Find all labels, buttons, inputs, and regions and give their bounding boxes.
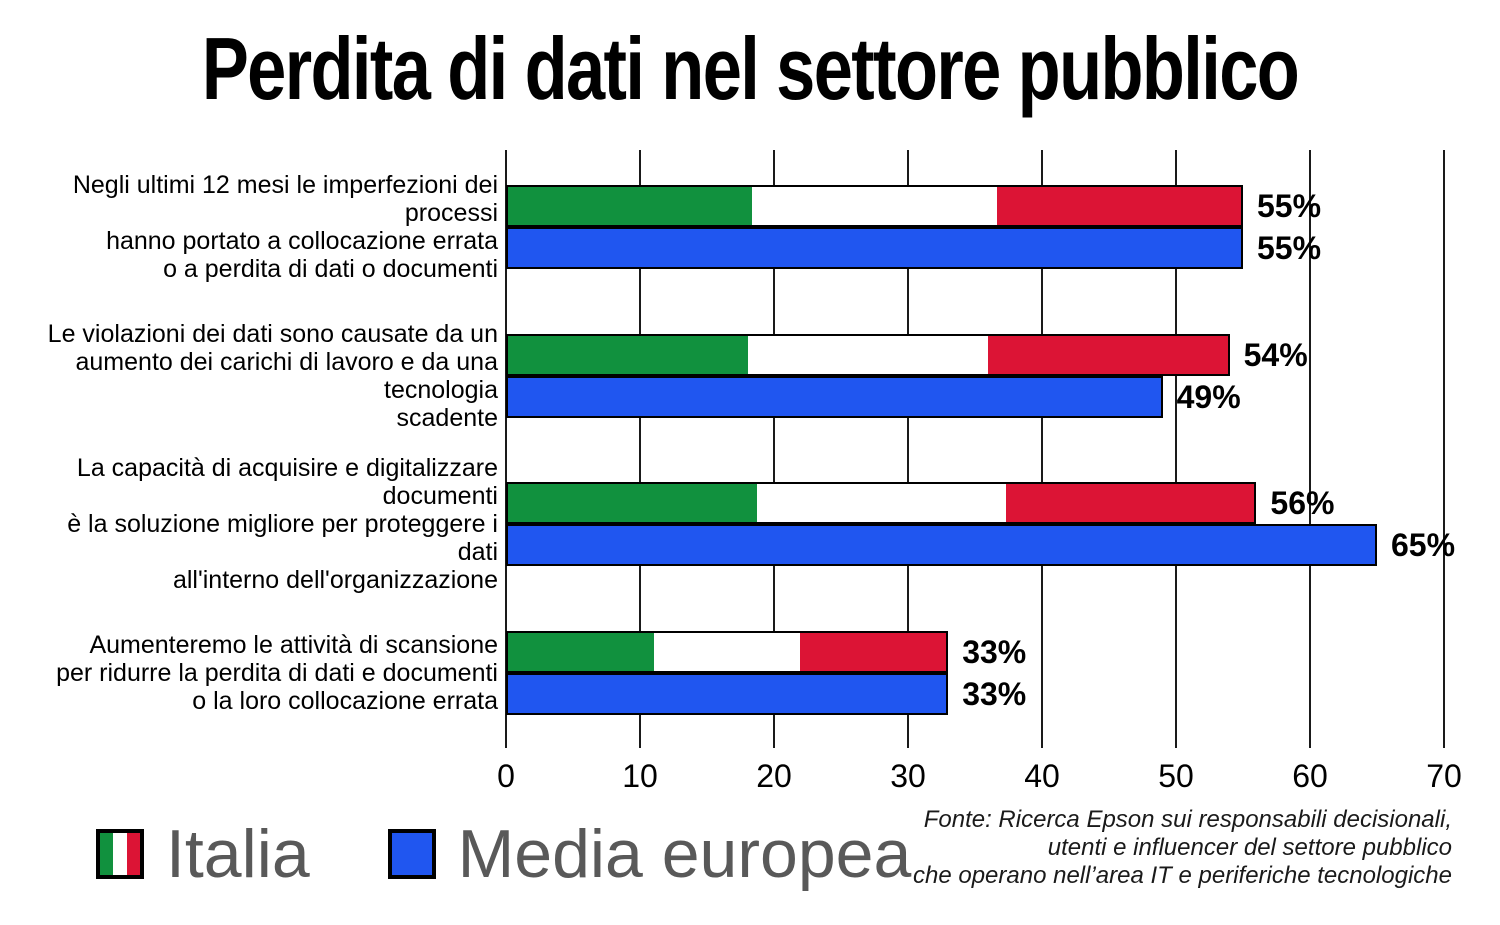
x-tick-label-60: 60 — [1292, 758, 1328, 794]
bar-group-1: 55% 55% — [506, 185, 1444, 269]
flag-white-segment — [752, 187, 997, 225]
category-label-4: Aumenteremo le attività di scansione per … — [20, 631, 498, 715]
media-europea-bar — [506, 672, 949, 715]
gridline-10 — [639, 150, 641, 748]
italia-value-label: 54% — [1243, 336, 1308, 373]
italia-value-label: 33% — [962, 633, 1027, 670]
flag-red-segment — [800, 632, 947, 671]
x-tick-label-70: 70 — [1426, 758, 1462, 794]
plot-area: 55% 55% 54% 49% 56% 65% 33% 33% — [505, 150, 1455, 748]
gridline-60 — [1309, 150, 1311, 748]
category-labels-column: Negli ultimi 12 mesi le imperfezioni dei… — [20, 150, 498, 748]
flag-green-segment — [508, 335, 748, 374]
gridline-30 — [907, 150, 909, 748]
chart-title: Perdita di dati nel settore pubblico — [201, 19, 1300, 118]
source-line-1: Fonte: Ricerca Epson sui responsabili de… — [923, 806, 1452, 833]
gridline-0 — [505, 150, 507, 748]
bar-group-3: 56% 65% — [506, 482, 1455, 566]
source-line-2: utenti e influencer del settore pubblico — [1047, 834, 1452, 861]
flag-white-segment — [756, 484, 1006, 522]
media-europea-value-label: 49% — [1176, 378, 1241, 415]
flag-green-stripe — [100, 833, 114, 875]
category-label-3: La capacità di acquisire e digitalizzare… — [20, 454, 498, 594]
legend-label-media-europea: Media europea — [457, 816, 912, 892]
category-label-text: Le violazioni dei dati sono causate da u… — [47, 319, 498, 432]
flag-green-segment — [508, 484, 757, 522]
blue-swatch-icon — [387, 829, 436, 879]
media-europea-bar — [506, 227, 1243, 269]
flag-red-stripe — [126, 833, 140, 875]
flag-red-segment — [1005, 484, 1255, 522]
bar-group-2: 54% 49% — [506, 333, 1444, 418]
flag-white-segment — [747, 335, 988, 374]
legend: Italia Media europea — [96, 816, 911, 892]
x-tick-label-50: 50 — [1158, 758, 1194, 794]
category-label-text: Aumenteremo le attività di scansione per … — [56, 630, 498, 715]
flag-white-stripe — [113, 833, 127, 875]
gridline-70 — [1443, 150, 1445, 748]
flag-red-segment — [987, 335, 1228, 374]
gridline-20 — [773, 150, 775, 748]
legend-item-media-europea: Media europea — [387, 816, 912, 892]
category-label-2: Le violazioni dei dati sono causate da u… — [20, 320, 498, 432]
gridline-40 — [1041, 150, 1043, 748]
italy-flag-icon — [96, 829, 144, 879]
italia-value-label: 56% — [1270, 485, 1335, 521]
bar-group-4: 33% 33% — [506, 630, 1444, 715]
flag-red-segment — [996, 187, 1241, 225]
x-tick-label-40: 40 — [1024, 758, 1060, 794]
media-europea-value-label: 65% — [1391, 527, 1456, 563]
category-label-text: La capacità di acquisire e digitalizzare… — [67, 454, 498, 594]
x-tick-label-30: 30 — [890, 758, 926, 794]
source-line-3: che operano nell’area IT e periferiche t… — [912, 862, 1452, 889]
italia-value-label: 55% — [1257, 188, 1322, 224]
flag-white-segment — [654, 632, 801, 671]
media-europea-value-label: 55% — [1257, 230, 1322, 266]
gridline-50 — [1175, 150, 1177, 748]
italia-bar — [506, 482, 1257, 524]
source-note: Fonte: Ricerca Epson sui responsabili de… — [913, 806, 1452, 890]
category-label-text: Negli ultimi 12 mesi le imperfezioni dei… — [72, 171, 498, 283]
x-tick-label-10: 10 — [622, 758, 658, 794]
media-europea-value-label: 33% — [962, 675, 1027, 712]
media-europea-bar — [506, 524, 1377, 566]
media-europea-bar — [506, 375, 1163, 418]
flag-green-segment — [508, 187, 753, 225]
x-tick-label-0: 0 — [497, 758, 515, 794]
x-axis: 0 10 20 30 40 50 60 70 — [497, 758, 1462, 802]
x-tick-label-20: 20 — [756, 758, 792, 794]
flag-green-segment — [508, 632, 655, 671]
italia-bar — [506, 185, 1243, 227]
legend-label-italia: Italia — [166, 816, 310, 892]
legend-item-italia: Italia — [96, 820, 310, 888]
category-label-1: Negli ultimi 12 mesi le imperfezioni dei… — [20, 171, 498, 283]
italia-bar — [506, 333, 1230, 376]
italia-bar — [506, 630, 949, 673]
